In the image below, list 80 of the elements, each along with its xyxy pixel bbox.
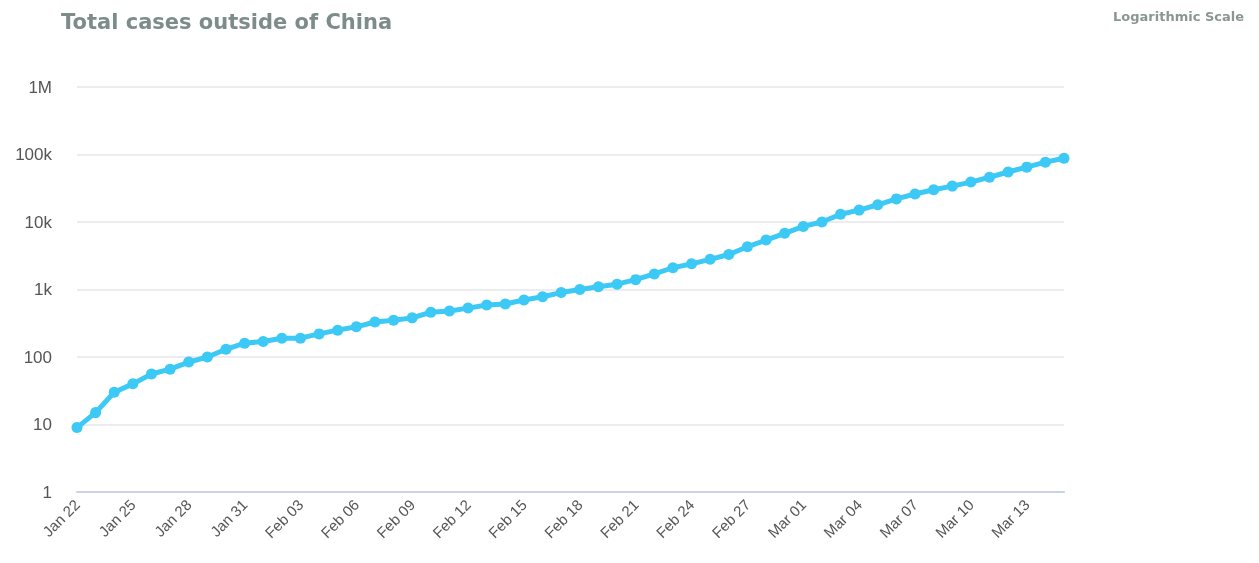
point bbox=[835, 208, 847, 220]
point bbox=[276, 332, 288, 344]
point bbox=[816, 216, 828, 228]
point bbox=[592, 281, 604, 293]
y-tick-label: 10k bbox=[24, 212, 53, 232]
point bbox=[164, 363, 176, 375]
point bbox=[146, 368, 157, 380]
point bbox=[481, 299, 493, 311]
y-tick-label: 100k bbox=[15, 145, 53, 164]
point bbox=[425, 306, 437, 318]
point bbox=[406, 312, 418, 324]
point bbox=[611, 278, 623, 290]
x-tick-label: Jan 25 bbox=[95, 495, 139, 540]
y-tick-label: 1k bbox=[34, 280, 53, 299]
point bbox=[797, 220, 809, 232]
point bbox=[872, 199, 884, 211]
y-tick-label: 1 bbox=[42, 482, 52, 502]
point bbox=[1058, 152, 1070, 164]
point bbox=[686, 258, 698, 270]
point bbox=[946, 180, 958, 192]
point bbox=[537, 291, 549, 303]
x-tick-label: Feb 27 bbox=[708, 495, 754, 541]
x-tick-label: Mar 04 bbox=[820, 495, 866, 541]
x-tick-label: Feb 06 bbox=[317, 495, 363, 541]
point bbox=[1039, 156, 1051, 168]
point bbox=[909, 188, 921, 200]
point bbox=[984, 171, 996, 183]
point bbox=[127, 378, 139, 390]
point bbox=[257, 335, 269, 347]
x-tick-label: Feb 21 bbox=[596, 495, 642, 541]
point bbox=[462, 302, 474, 314]
point bbox=[779, 227, 791, 239]
point bbox=[760, 234, 772, 246]
x-tick-label: Feb 09 bbox=[373, 495, 419, 541]
point bbox=[71, 422, 83, 434]
x-tick-label: Feb 18 bbox=[540, 495, 586, 541]
point bbox=[1002, 166, 1014, 178]
point bbox=[630, 274, 642, 286]
point bbox=[648, 268, 660, 280]
chart-title: Total cases outside of China bbox=[61, 9, 393, 34]
point bbox=[704, 253, 716, 265]
y-tick-label: 10 bbox=[33, 415, 52, 434]
x-tick-label: Feb 15 bbox=[484, 495, 530, 541]
point bbox=[332, 324, 344, 336]
point bbox=[853, 204, 865, 216]
y-tick-label: 1M bbox=[28, 77, 52, 97]
x-tick-label: Feb 24 bbox=[652, 495, 698, 541]
point bbox=[201, 351, 213, 363]
x-tick-label: Feb 12 bbox=[429, 495, 475, 541]
x-tick-label: Mar 13 bbox=[987, 495, 1033, 541]
x-tick-label: Mar 01 bbox=[764, 495, 810, 541]
point bbox=[313, 328, 325, 340]
point bbox=[499, 298, 511, 310]
point bbox=[518, 294, 530, 306]
y-tick-label: 100 bbox=[23, 347, 52, 367]
point bbox=[220, 343, 232, 355]
point bbox=[890, 193, 902, 205]
point bbox=[741, 241, 753, 253]
x-tick-label: Jan 31 bbox=[206, 495, 251, 540]
text: Logarithmic Scale bbox=[1113, 9, 1245, 24]
x-tick-label: Mar 07 bbox=[876, 495, 922, 541]
point bbox=[388, 314, 400, 326]
point bbox=[350, 321, 362, 333]
point bbox=[928, 184, 940, 196]
point bbox=[183, 356, 195, 368]
point bbox=[965, 176, 977, 188]
point bbox=[108, 386, 120, 398]
x-tick-label: Feb 03 bbox=[261, 495, 307, 541]
point bbox=[1021, 161, 1033, 173]
point bbox=[369, 316, 381, 328]
point bbox=[555, 287, 567, 299]
point bbox=[443, 305, 455, 317]
x-tick-label: Mar 10 bbox=[931, 495, 977, 541]
x-tick-label: Jan 28 bbox=[150, 495, 195, 540]
point bbox=[239, 337, 251, 349]
point bbox=[574, 284, 586, 295]
point bbox=[723, 249, 735, 260]
point bbox=[90, 407, 102, 419]
point bbox=[294, 332, 306, 344]
point bbox=[667, 262, 679, 274]
